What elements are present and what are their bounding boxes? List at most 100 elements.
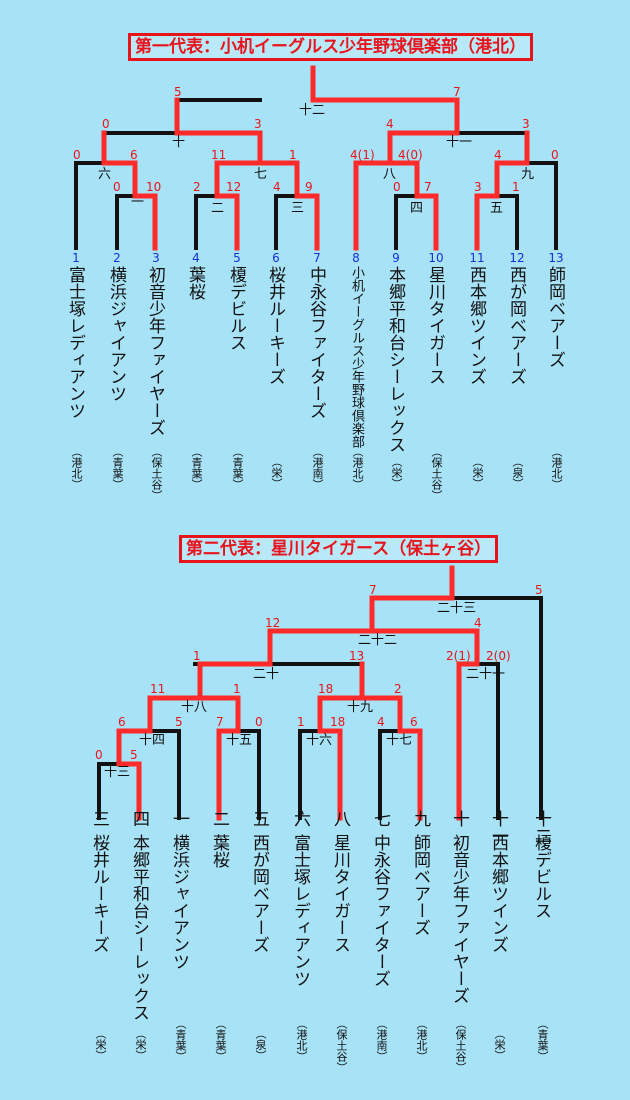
bracket2-scores: 7 5 12 4 1 13 2(1) 2(0) 11 1 18 2 6 5 7 … (95, 583, 543, 762)
game-number: 十五 (226, 733, 252, 748)
team-area: （青葉） (536, 1018, 549, 1062)
slot-number: 二 (209, 810, 229, 827)
score-label: 3 (474, 180, 482, 194)
game-11: 十一 (446, 135, 472, 150)
game-12: 十二 (299, 103, 325, 118)
team-number: 2 (113, 251, 121, 265)
bracket-line (148, 729, 181, 820)
winner-path (359, 695, 423, 821)
team-name: 富士塚レディアンツ (65, 266, 85, 419)
team-number: 1 (72, 251, 80, 265)
team-name: 横浜ジャイアンツ (106, 266, 126, 402)
score-label: 7 (369, 583, 377, 597)
score-label: 2 (193, 180, 201, 194)
bracket-line (525, 161, 558, 250)
score-label: 11 (150, 682, 165, 696)
score-label: 4(0) (398, 148, 423, 162)
slot-number: 十二 (531, 810, 551, 844)
game-8: 八 (383, 167, 396, 182)
team-name: 榎デビルス (226, 266, 246, 351)
game-4: 四 (410, 201, 423, 216)
team-area: （栄） (471, 456, 484, 489)
team-name: 西本郷ツインズ (466, 266, 486, 385)
team-area: （保土谷） (335, 1018, 348, 1073)
game-number: 十六 (306, 733, 332, 748)
winner-path (197, 695, 241, 821)
game-number: 二十二 (358, 633, 397, 648)
score-label: 6 (410, 715, 418, 729)
bracket1-title: 第一代表：小机イーグルス少年野球倶楽部（港北） (128, 33, 533, 61)
team-number: 12 (509, 251, 524, 265)
winner-path (369, 628, 480, 821)
score-label: 4(1) (350, 148, 375, 162)
slot-number: 十一 (488, 810, 508, 844)
score-label: 5 (174, 85, 182, 99)
team-area: （港南） (375, 1018, 388, 1062)
bracket-line (115, 194, 137, 250)
game-3: 三 (291, 201, 304, 216)
slot-number: 八 (330, 810, 350, 827)
team-area: （青葉） (190, 446, 203, 490)
score-label: 0 (113, 180, 121, 194)
team-area: （泉） (511, 456, 524, 489)
team-number: 10 (428, 251, 443, 265)
score-label: 12 (226, 180, 241, 194)
score-label: 1 (233, 682, 241, 696)
game-number: 十四 (139, 733, 165, 748)
winner-path (387, 160, 439, 251)
game-number: 十七 (386, 733, 412, 748)
team-area: （港北） (550, 446, 563, 490)
team-name: 榎デビルス (531, 834, 551, 919)
bracket1-game-numbers: 一 二 三 四 五 六 七 八 九 十 十一 十二 (98, 103, 534, 216)
bracket-line (378, 729, 402, 820)
score-label: 7 (453, 85, 461, 99)
game-9: 九 (521, 167, 534, 182)
team-area: （保土谷） (454, 1018, 467, 1073)
team-name: 西本郷ツインズ (488, 834, 508, 953)
team-name: 桜井ルーキーズ (89, 834, 109, 953)
score-label: 2(0) (486, 649, 511, 663)
game-10: 十 (172, 135, 185, 150)
slot-number: 三 (89, 810, 109, 827)
score-label: 0 (393, 180, 401, 194)
team-name: 師岡ベアーズ (410, 834, 430, 936)
team-number: 7 (313, 251, 321, 265)
winner-path (257, 160, 320, 251)
winner-path (310, 65, 460, 251)
winner-path (116, 565, 455, 821)
team-number: 6 (272, 251, 280, 265)
bracket-line (236, 729, 261, 820)
team-number: 4 (192, 251, 200, 265)
team-area: （栄） (134, 1028, 147, 1061)
bracket-line (97, 762, 121, 820)
bracket1-red-lines (101, 65, 530, 251)
slot-number: 四 (129, 810, 149, 827)
team-name: 横浜ジャイアンツ (169, 834, 189, 970)
team-area: （青葉） (111, 446, 124, 490)
bracket-line (194, 194, 219, 250)
score-label: 1 (297, 715, 305, 729)
game-7: 七 (254, 167, 267, 182)
score-label: 12 (265, 616, 280, 630)
score-label: 4 (273, 180, 281, 194)
score-label: 13 (349, 649, 364, 663)
team-area: （保土谷） (430, 446, 443, 501)
score-label: 5 (130, 748, 138, 762)
game-6: 六 (98, 167, 111, 182)
team-number: 8 (352, 251, 360, 265)
game-number: 十九 (347, 700, 373, 715)
team-area: （港南） (311, 446, 324, 490)
team-name: 富士塚レディアンツ (290, 834, 310, 987)
score-label: 3 (522, 117, 530, 131)
team-number: 3 (152, 251, 160, 265)
bracket-line (450, 596, 543, 820)
score-label: 4 (386, 117, 394, 131)
bracket2-game-numbers: 十三 十四 十五 十六 十七 十八 十九 二十 二十一 二十二 二十三 (104, 601, 505, 780)
score-label: 10 (146, 180, 161, 194)
score-label: 4 (377, 715, 385, 729)
slot-number: 一 (169, 810, 189, 827)
bracket-line (175, 98, 262, 135)
team-area: （栄） (390, 456, 403, 489)
team-name: 桜井ルーキーズ (265, 266, 285, 385)
